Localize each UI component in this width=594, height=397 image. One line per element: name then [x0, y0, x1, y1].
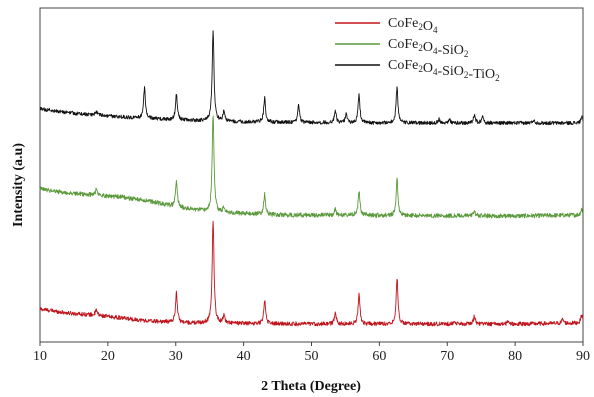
- series-line-1: [39, 220, 584, 327]
- plot-area: [39, 7, 584, 343]
- y-axis-title: Intensity (a.u): [11, 143, 26, 227]
- plot-frame: [39, 7, 584, 343]
- series-line-3: [39, 30, 584, 126]
- x-tick-label: 30: [169, 349, 183, 364]
- legend-label-2: CoFe2O4-SiO2: [388, 37, 468, 59]
- legend-label-1: CoFe2O4: [388, 16, 438, 35]
- x-tick-label: 80: [508, 349, 522, 364]
- x-tick-label: 70: [440, 349, 454, 364]
- x-tick-label: 90: [576, 349, 590, 364]
- x-tick-label: 20: [101, 349, 115, 364]
- legend-label-3: CoFe2O4-SiO2-TiO2: [388, 58, 500, 83]
- x-tick-label: 60: [372, 349, 386, 364]
- series-layer: [39, 30, 584, 327]
- series-line-2: [39, 115, 584, 219]
- x-axis-title: 2 Theta (Degree): [261, 379, 361, 394]
- x-tick-label: 40: [237, 349, 251, 364]
- x-axis: 10 20 30 40 50 60 70 80 90: [33, 342, 590, 364]
- x-tick-label: 10: [33, 349, 47, 364]
- x-tick-label: 50: [305, 349, 319, 364]
